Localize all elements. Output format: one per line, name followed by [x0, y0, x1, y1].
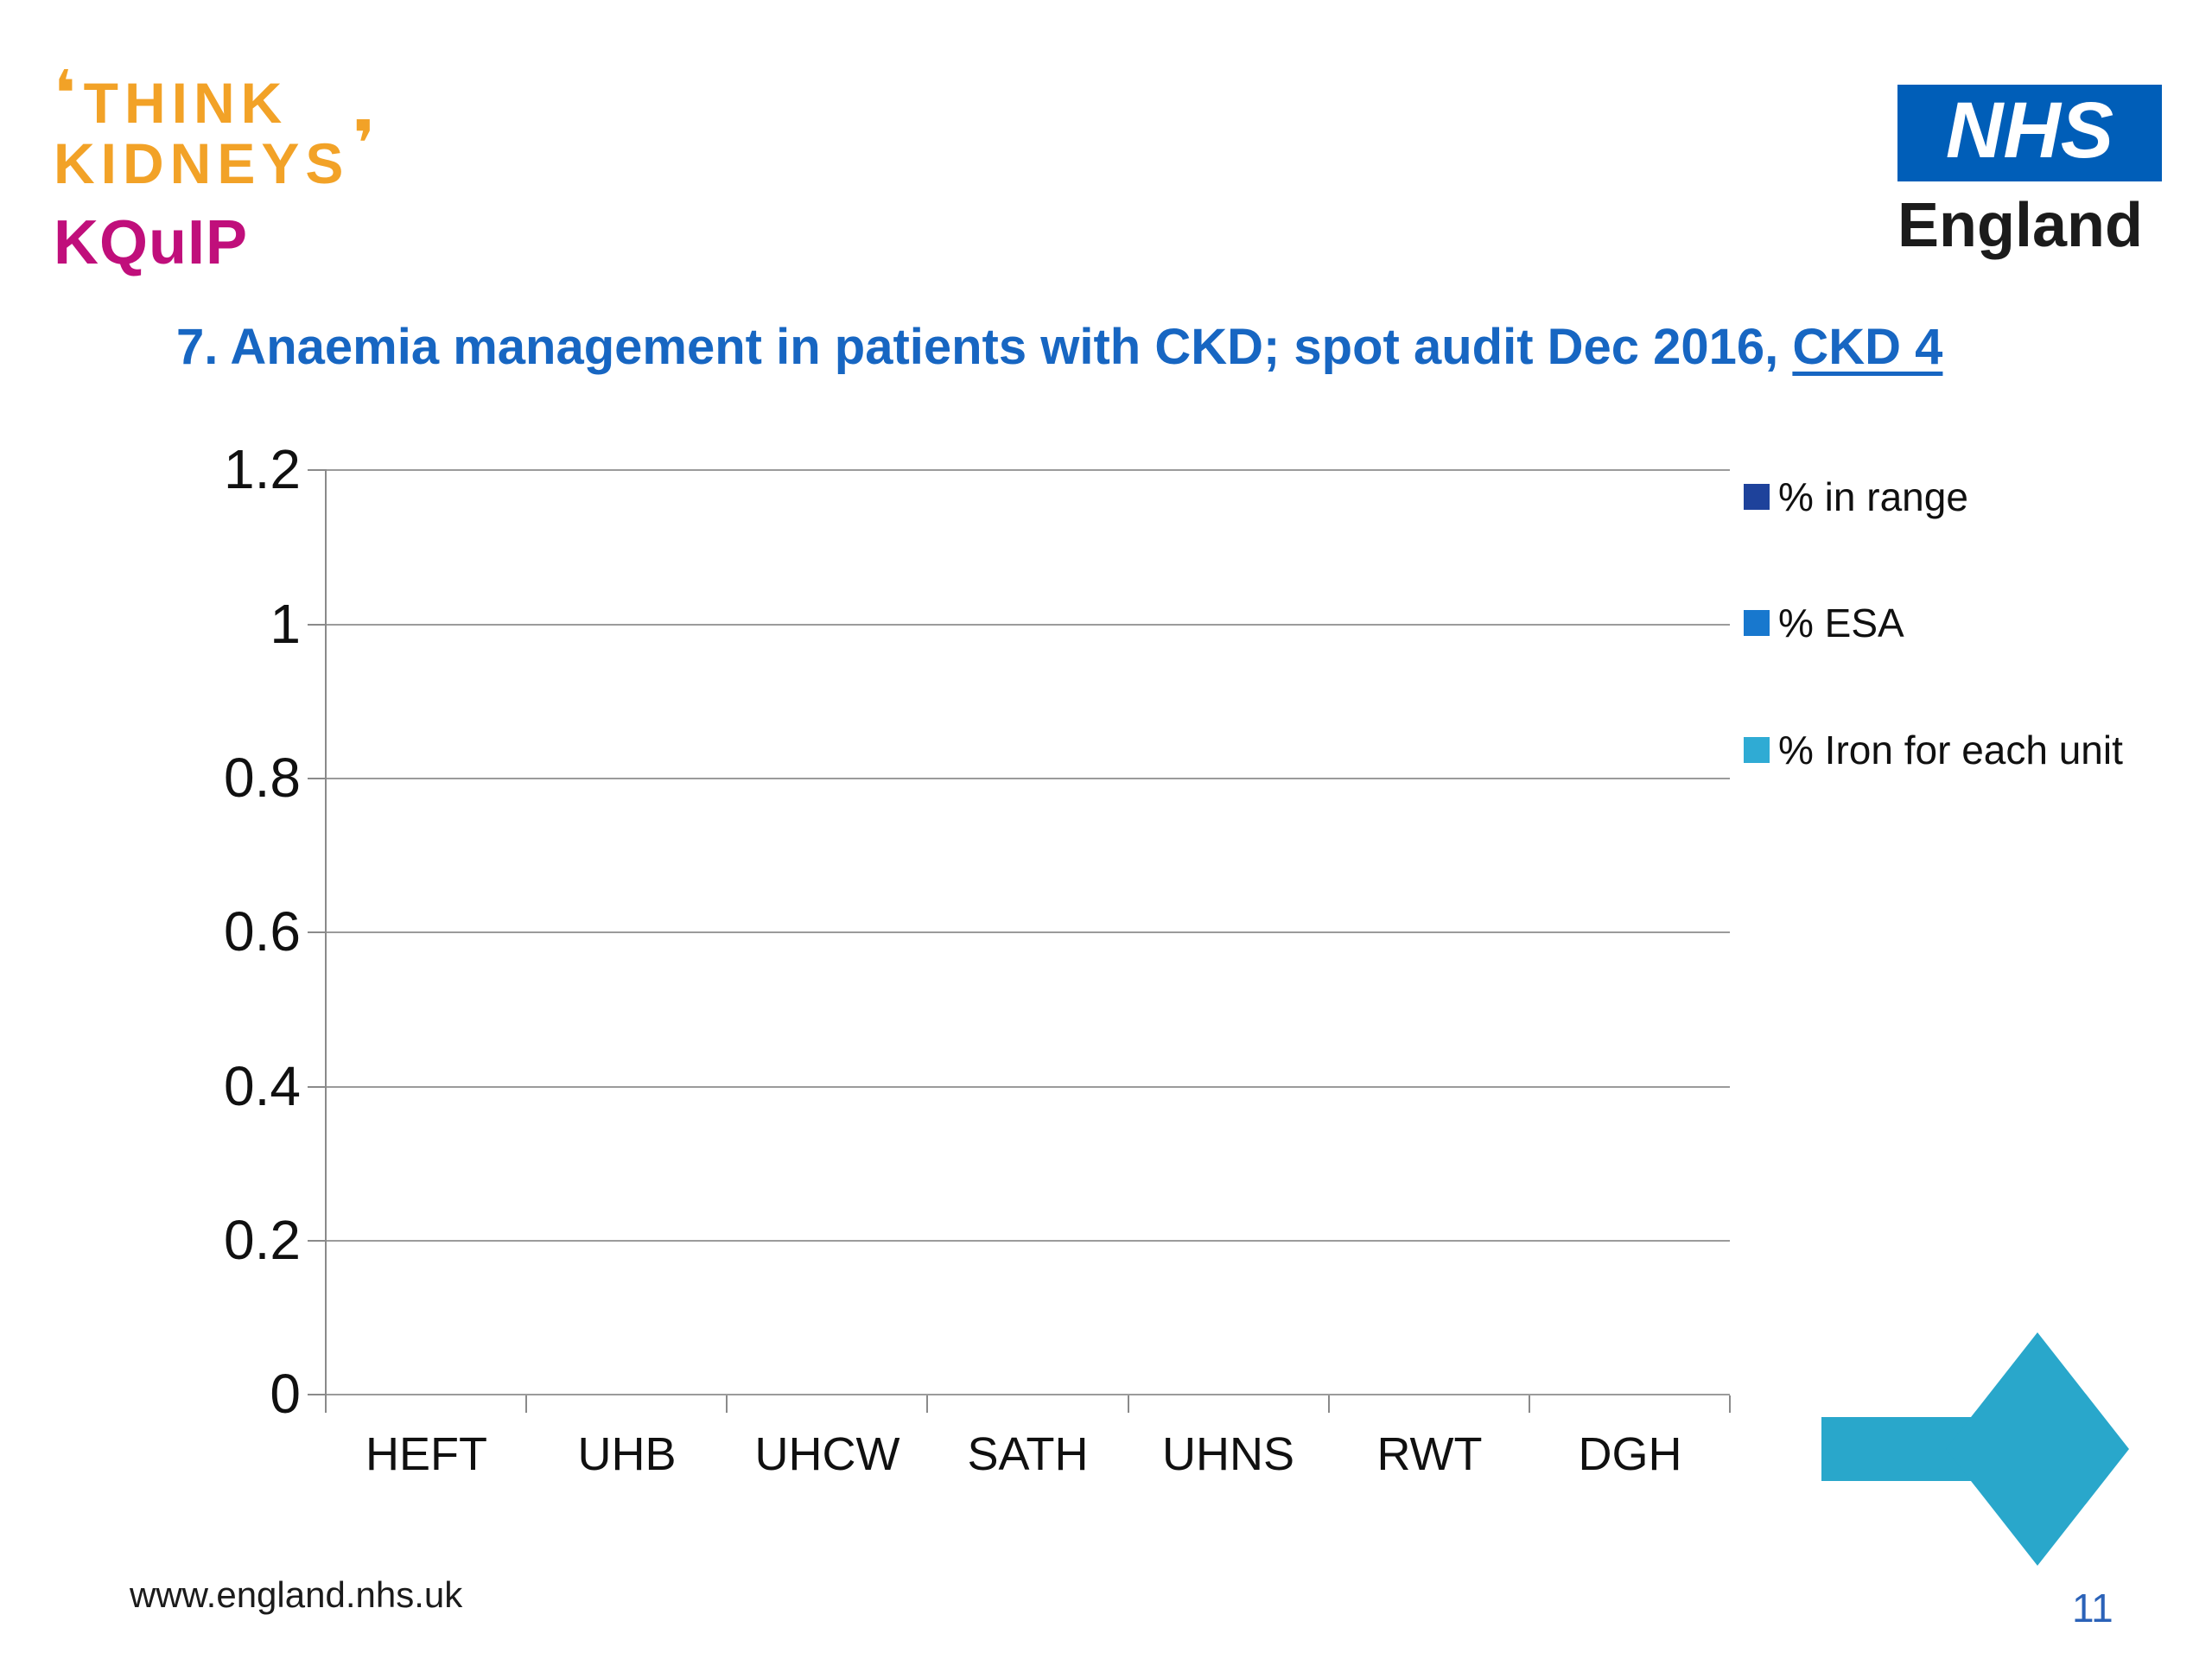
- gridline: [326, 1240, 1730, 1242]
- y-axis-tick: [308, 931, 325, 933]
- gridline: [326, 1086, 1730, 1088]
- y-tick-label: 0.8: [224, 747, 301, 809]
- legend-item-esa: % ESA: [1744, 598, 1904, 648]
- gridline: [326, 931, 1730, 933]
- x-axis-tick: [1529, 1395, 1530, 1413]
- kidney-close-quote-icon: ❜: [353, 107, 382, 181]
- x-category-label: HEFT: [365, 1428, 487, 1480]
- page-number: 11: [2072, 1586, 2113, 1630]
- kidney-open-quote-icon: ❛: [54, 57, 82, 131]
- think-kidneys-word-think: THINK: [83, 71, 289, 135]
- legend-label: % in range: [1778, 474, 1968, 519]
- kquip-logo: KQuIP: [54, 208, 249, 277]
- y-tick-label: 0.4: [224, 1055, 301, 1117]
- x-axis-line: [326, 1394, 1730, 1395]
- x-category-label: SATH: [967, 1428, 1089, 1480]
- y-axis-line: [325, 469, 327, 1413]
- legend-label: % Iron for each unit: [1778, 728, 2123, 772]
- x-axis-tick: [1729, 1395, 1731, 1413]
- y-tick-label: 0.6: [224, 900, 301, 963]
- y-axis-tick: [308, 1394, 325, 1395]
- y-axis-tick: [308, 778, 325, 779]
- nhs-england-logo: NHS England: [1897, 85, 2162, 261]
- gridline: [326, 469, 1730, 471]
- legend-item-iron: % Iron for each unit: [1744, 725, 2123, 775]
- x-category-label: UHB: [577, 1428, 677, 1480]
- slide-title-text: 7. Anaemia management in patients with C…: [176, 319, 1793, 375]
- legend-swatch-iron: [1744, 737, 1770, 763]
- gridline: [326, 778, 1730, 779]
- x-category-label: UHCW: [754, 1428, 900, 1480]
- x-axis-tick: [726, 1395, 728, 1413]
- x-axis-tick: [926, 1395, 928, 1413]
- y-tick-label: 1: [270, 593, 301, 655]
- x-category-label: DGH: [1578, 1428, 1682, 1480]
- x-axis-tick: [1328, 1395, 1330, 1413]
- y-tick-label: 0.2: [224, 1209, 301, 1271]
- think-kidneys-line1: ❛ THINK: [54, 62, 381, 135]
- y-axis-tick: [308, 624, 325, 626]
- x-axis-tick: [525, 1395, 527, 1413]
- slide-title-underlined-text: CKD 4: [1792, 319, 1943, 375]
- nhs-logo-text: NHS: [1945, 86, 2114, 175]
- y-tick-label: 0: [270, 1363, 301, 1425]
- x-axis-tick: [325, 1395, 327, 1413]
- x-category-label: RWT: [1376, 1428, 1483, 1480]
- think-kidneys-word-kidneys: KIDNEYS: [54, 131, 350, 195]
- y-axis-tick: [308, 1240, 325, 1242]
- footer-url: www.england.nhs.uk: [130, 1574, 463, 1615]
- x-axis-tick: [1128, 1395, 1129, 1413]
- think-kidneys-line2: KIDNEYS ❜: [54, 112, 381, 195]
- y-axis-tick: [308, 469, 325, 471]
- y-tick-label: 1.2: [224, 438, 301, 500]
- nhs-england-label: England: [1897, 191, 2143, 260]
- think-kidneys-logo: ❛ THINK KIDNEYS ❜ KQuIP: [54, 62, 381, 278]
- legend-swatch-in-range: [1744, 484, 1770, 510]
- slide-title: 7. Anaemia management in patients with C…: [176, 318, 1942, 376]
- legend-swatch-esa: [1744, 610, 1770, 636]
- x-category-label: UHNS: [1161, 1428, 1294, 1480]
- gridline: [326, 624, 1730, 626]
- legend-item-in-range: % in range: [1744, 472, 1968, 522]
- next-arrow-head: [1946, 1332, 2129, 1566]
- legend-label: % ESA: [1778, 601, 1904, 645]
- next-arrow-icon[interactable]: [1821, 1329, 2133, 1571]
- nhs-logo-box: NHS: [1897, 85, 2162, 181]
- y-axis-tick: [308, 1086, 325, 1088]
